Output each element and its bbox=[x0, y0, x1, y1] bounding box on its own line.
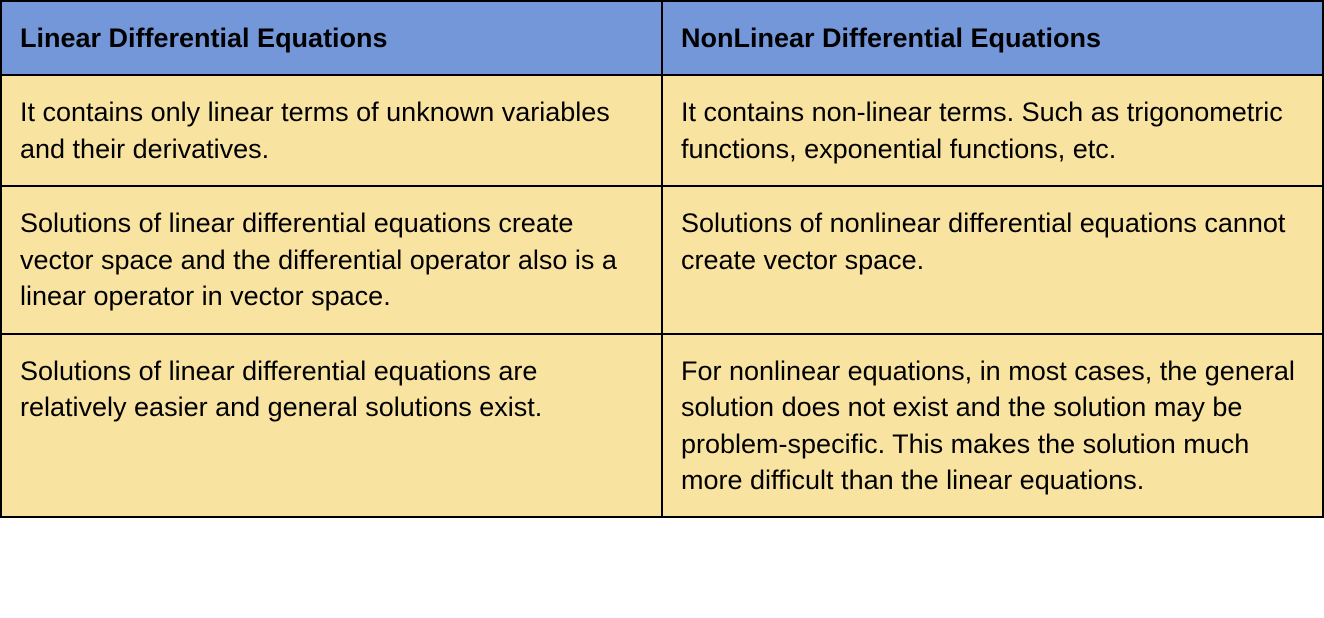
cell-nonlinear-vector-space: Solutions of nonlinear differential equa… bbox=[662, 186, 1323, 333]
comparison-table: Linear Differential Equations NonLinear … bbox=[0, 0, 1324, 518]
table-row: Solutions of linear differential equatio… bbox=[1, 186, 1323, 333]
table-row: It contains only linear terms of unknown… bbox=[1, 75, 1323, 186]
cell-linear-vector-space: Solutions of linear differential equatio… bbox=[1, 186, 662, 333]
header-row: Linear Differential Equations NonLinear … bbox=[1, 1, 1323, 75]
table-header: Linear Differential Equations NonLinear … bbox=[1, 1, 1323, 75]
column-header-nonlinear: NonLinear Differential Equations bbox=[662, 1, 1323, 75]
cell-nonlinear-terms: It contains non-linear terms. Such as tr… bbox=[662, 75, 1323, 186]
table-row: Solutions of linear differential equatio… bbox=[1, 334, 1323, 518]
column-header-linear: Linear Differential Equations bbox=[1, 1, 662, 75]
cell-linear-terms: It contains only linear terms of unknown… bbox=[1, 75, 662, 186]
cell-linear-solutions: Solutions of linear differential equatio… bbox=[1, 334, 662, 518]
table-body: It contains only linear terms of unknown… bbox=[1, 75, 1323, 517]
cell-nonlinear-solutions: For nonlinear equations, in most cases, … bbox=[662, 334, 1323, 518]
